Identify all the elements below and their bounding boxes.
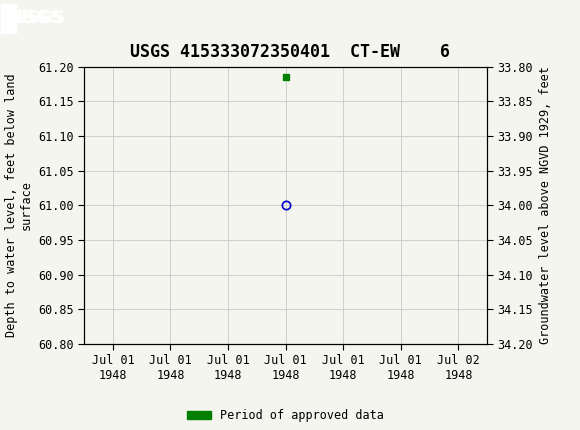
Text: USGS 415333072350401  CT-EW    6: USGS 415333072350401 CT-EW 6 — [130, 43, 450, 61]
Y-axis label: Groundwater level above NGVD 1929, feet: Groundwater level above NGVD 1929, feet — [539, 66, 552, 344]
Legend: Period of approved data: Period of approved data — [183, 404, 389, 427]
Text: USGS: USGS — [9, 9, 64, 27]
Y-axis label: Depth to water level, feet below land
surface: Depth to water level, feet below land su… — [5, 74, 32, 337]
Bar — [1, 3, 16, 33]
Text: █USGS: █USGS — [1, 9, 65, 27]
